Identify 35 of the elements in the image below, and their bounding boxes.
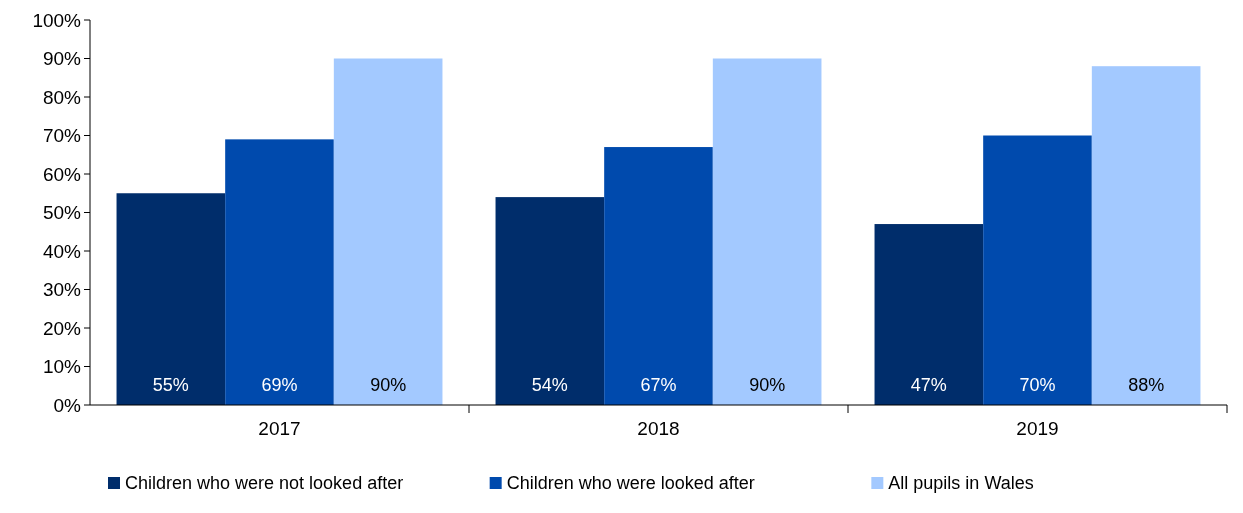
data-label: 54% xyxy=(531,375,568,395)
data-label: 90% xyxy=(749,375,786,395)
data-label: 47% xyxy=(910,375,947,395)
data-label: 70% xyxy=(1019,375,1056,395)
x-tick-label: 2017 xyxy=(258,418,301,439)
legend-label: Children who were not looked after xyxy=(125,473,404,494)
bar xyxy=(712,58,822,405)
bar xyxy=(333,58,443,405)
y-tick-label: 60% xyxy=(42,163,82,185)
y-tick-label: 100% xyxy=(32,9,82,31)
y-tick-label: 20% xyxy=(42,317,82,339)
y-tick-label: 40% xyxy=(42,240,82,262)
y-tick-label: 90% xyxy=(42,48,82,70)
legend-label: All pupils in Wales xyxy=(888,473,1034,494)
bar xyxy=(495,197,605,405)
bar xyxy=(116,193,226,405)
data-label: 69% xyxy=(261,375,298,395)
legend-label: Children who were looked after xyxy=(506,473,755,494)
data-label: 67% xyxy=(640,375,677,395)
y-tick-label: 80% xyxy=(42,86,82,108)
y-tick-label: 50% xyxy=(42,202,82,224)
data-label: 55% xyxy=(152,375,189,395)
data-label: 88% xyxy=(1128,375,1165,395)
bar xyxy=(874,224,984,405)
data-label: 90% xyxy=(370,375,407,395)
y-tick-label: 30% xyxy=(42,279,82,301)
y-tick-label: 10% xyxy=(42,356,82,378)
y-tick-label: 70% xyxy=(42,125,82,147)
bar xyxy=(225,139,334,405)
bar xyxy=(1091,66,1201,405)
bar xyxy=(604,147,713,405)
y-tick-label: 0% xyxy=(53,394,82,416)
bar xyxy=(983,135,1092,405)
x-tick-label: 2018 xyxy=(637,418,680,439)
x-tick-label: 2019 xyxy=(1016,418,1059,439)
